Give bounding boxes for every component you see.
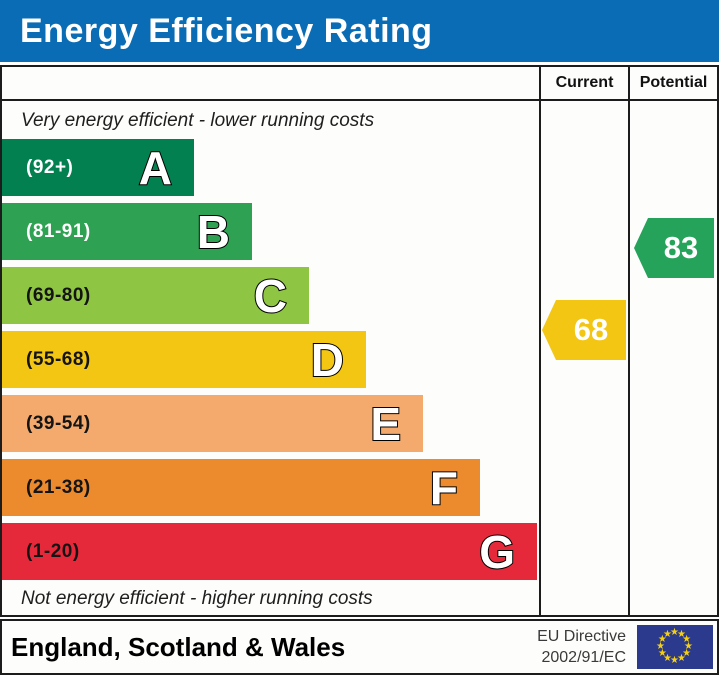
eu-flag-star: ★ xyxy=(657,634,667,645)
page-title: Energy Efficiency Rating xyxy=(20,11,433,50)
band-a-letter: A xyxy=(138,141,173,194)
band-b-letter: B xyxy=(196,205,231,258)
potential-column-header: Potential xyxy=(628,67,717,99)
band-b-range: (81-91) xyxy=(26,220,91,242)
eu-flag-star: ★ xyxy=(670,655,679,666)
band-c: (69-80) C xyxy=(2,267,309,324)
eu-flag-star: ★ xyxy=(684,641,693,652)
potential-column: 83 xyxy=(628,101,717,615)
band-c-range: (69-80) xyxy=(26,284,91,306)
top-note: Very energy efficient - lower running co… xyxy=(21,110,375,131)
band-c-letter: C xyxy=(253,269,288,322)
band-a: (92+) A xyxy=(2,139,194,196)
band-g-range: (1-20) xyxy=(26,540,80,562)
current-rating-value: 68 xyxy=(573,312,609,347)
region-label: England, Scotland & Wales xyxy=(11,631,346,662)
eu-flag-star: ★ xyxy=(670,627,679,638)
current-column: 68 xyxy=(539,101,628,615)
eu-directive-line2: 2002/91/EC xyxy=(541,649,626,666)
eu-flag-star: ★ xyxy=(663,653,672,665)
bands-column: Very energy efficient - lower running co… xyxy=(2,101,539,615)
band-a-range: (92+) xyxy=(26,156,74,178)
footer-bar: England, Scotland & Wales EU Directive 2… xyxy=(0,619,719,675)
eu-flag-star: ★ xyxy=(656,641,665,652)
header-spacer xyxy=(2,67,539,99)
band-e-letter: E xyxy=(369,397,402,450)
eu-flag-star: ★ xyxy=(677,628,686,640)
band-d-range: (55-68) xyxy=(26,348,91,370)
rating-chart: Current Potential Very energy efficient … xyxy=(0,65,719,617)
eu-directive-label: EU Directive 2002/91/EC xyxy=(537,626,626,668)
bottom-note: Not energy efficient - higher running co… xyxy=(21,588,373,609)
chart-body: Very energy efficient - lower running co… xyxy=(2,101,717,615)
eu-flag-star: ★ xyxy=(682,634,692,645)
current-column-header: Current xyxy=(539,67,628,99)
eu-directive-line1: EU Directive xyxy=(537,628,626,645)
band-d: (55-68) D xyxy=(2,331,366,388)
eu-flag-star: ★ xyxy=(657,648,667,659)
band-g-letter: G xyxy=(478,525,516,578)
band-f-range: (21-38) xyxy=(26,476,91,498)
title-bar: Energy Efficiency Rating xyxy=(0,0,719,62)
eu-flag-icon: ★ ★ ★ ★ ★ ★ ★ ★ ★ ★ ★ ★ xyxy=(637,625,713,669)
band-f-letter: F xyxy=(429,461,459,514)
chart-header-row: Current Potential xyxy=(2,67,717,101)
potential-rating-arrow: 83 xyxy=(634,218,714,278)
current-rating-arrow: 68 xyxy=(542,300,626,360)
band-g: (1-20) G xyxy=(2,523,537,580)
eu-flag-star: ★ xyxy=(677,653,686,665)
band-e: (39-54) E xyxy=(2,395,423,452)
potential-rating-value: 83 xyxy=(663,230,699,265)
band-d-letter: D xyxy=(310,333,345,386)
eu-flag-star: ★ xyxy=(682,648,692,659)
band-f: (21-38) F xyxy=(2,459,480,516)
eu-flag-star: ★ xyxy=(663,628,672,640)
band-e-range: (39-54) xyxy=(26,412,91,434)
band-b: (81-91) B xyxy=(2,203,252,260)
